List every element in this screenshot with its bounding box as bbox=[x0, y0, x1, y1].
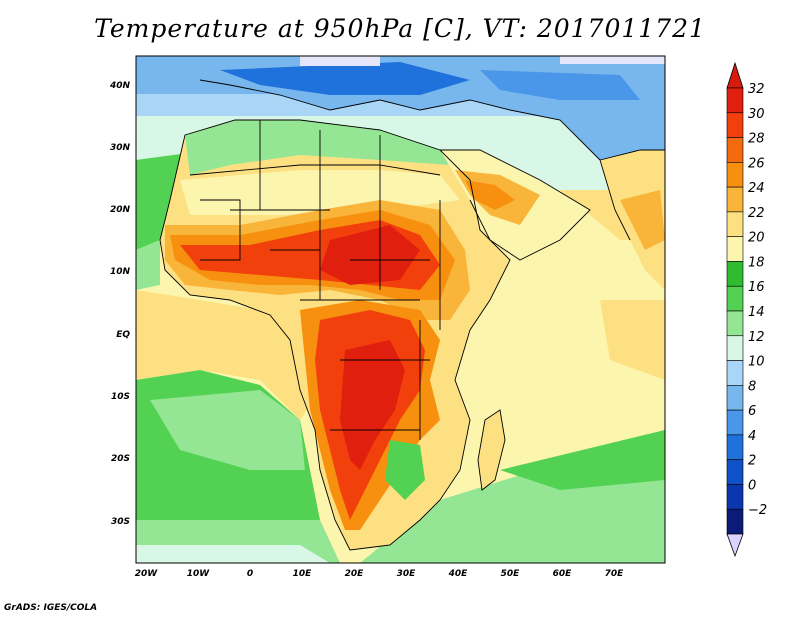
lon-axis: 20W 10W 0 10E 20E 30E 40E 50E 60E 70E bbox=[135, 569, 624, 579]
colorbar-segment bbox=[726, 409, 744, 436]
colorbar-bottom-arrow bbox=[726, 533, 744, 558]
colorbar-segment bbox=[726, 360, 744, 386]
lon-label: 10E bbox=[293, 569, 313, 579]
colorbar-tick-label: 20 bbox=[748, 231, 765, 246]
colorbar-segment bbox=[726, 87, 744, 114]
lat-label: 30N bbox=[110, 143, 131, 153]
colorbar-segment bbox=[726, 285, 744, 312]
lat-label: 20N bbox=[110, 205, 131, 215]
colorbar-tick-label: 32 bbox=[748, 82, 765, 97]
colorbar-segment bbox=[726, 335, 744, 361]
colorbar-segment bbox=[726, 508, 744, 535]
colorbar-tick-label: 14 bbox=[748, 305, 765, 320]
colorbar-tick-label: 2 bbox=[748, 454, 756, 469]
lon-label: 70E bbox=[605, 569, 625, 579]
colorbar-segment bbox=[726, 112, 744, 138]
temperature-field bbox=[136, 56, 665, 563]
colorbar-tick-label: 0 bbox=[748, 478, 756, 493]
lat-label: 30S bbox=[111, 517, 130, 527]
colorbar-tick-label: 16 bbox=[748, 280, 765, 295]
grads-credit: GrADS: IGES/COLA bbox=[4, 603, 98, 613]
colorbar-segment bbox=[726, 137, 744, 163]
colorbar-segments bbox=[726, 87, 744, 535]
lat-label: EQ bbox=[116, 330, 130, 340]
colorbar-tick-label: 8 bbox=[748, 379, 756, 394]
lat-label: 20S bbox=[111, 454, 130, 464]
map-title: Temperature at 950hPa [C], VT: 201701172… bbox=[94, 14, 706, 43]
lon-label: 30E bbox=[397, 569, 417, 579]
colorbar-tick-label: 28 bbox=[748, 132, 765, 147]
lon-label: 0 bbox=[247, 569, 253, 579]
colorbar-tick-label: 6 bbox=[748, 404, 756, 419]
lat-label: 10S bbox=[111, 392, 130, 402]
colorbar-segment bbox=[726, 310, 744, 337]
colorbar-segment bbox=[726, 236, 744, 262]
lon-label: 20W bbox=[135, 569, 159, 579]
colorbar-tick-label: 12 bbox=[748, 330, 765, 345]
lat-label: 40N bbox=[109, 81, 131, 91]
colorbar-top-arrow bbox=[726, 61, 744, 89]
colorbar-segment bbox=[726, 459, 744, 485]
colorbar-tick-label: 30 bbox=[748, 107, 765, 122]
colorbar-tick-label: 10 bbox=[748, 355, 765, 370]
lon-label: 50E bbox=[501, 569, 521, 579]
plot-frame bbox=[135, 55, 666, 564]
lat-axis: 40N 30N 20N 10N EQ 10S 20S 30S bbox=[109, 81, 131, 527]
lon-label: 20E bbox=[345, 569, 365, 579]
colorbar-tick-label: 26 bbox=[748, 156, 765, 171]
lon-label: 40E bbox=[448, 569, 469, 579]
colorbar-segment bbox=[726, 261, 744, 287]
colorbar-segment bbox=[726, 162, 744, 188]
colorbar-tick-label: −2 bbox=[748, 503, 767, 518]
lon-label: 60E bbox=[553, 569, 573, 579]
colorbar-segment bbox=[726, 385, 744, 411]
colorbar-segment bbox=[726, 186, 744, 213]
coastlines bbox=[159, 79, 665, 551]
colorbar-tick-label: 4 bbox=[748, 429, 756, 444]
colorbar-tick-label: 18 bbox=[748, 255, 765, 270]
colorbar-segment bbox=[726, 211, 744, 237]
colorbar-segment bbox=[726, 484, 744, 510]
lat-label: 10N bbox=[110, 267, 131, 277]
colorbar-tick-label: 22 bbox=[748, 206, 765, 221]
colorbar-tick-label: 24 bbox=[748, 181, 765, 196]
colorbar-segment bbox=[726, 434, 744, 460]
lon-label: 10W bbox=[187, 569, 211, 579]
